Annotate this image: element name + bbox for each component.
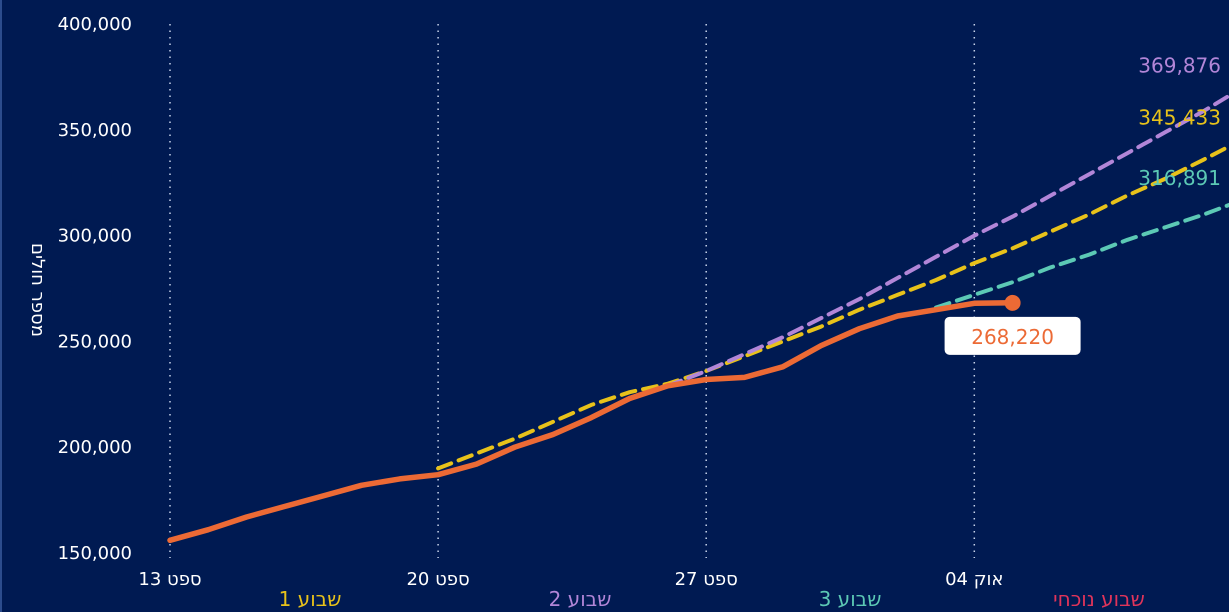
week-label: שבוע 2: [549, 587, 612, 611]
series-end-point: [1004, 294, 1021, 311]
y-tick-label: 250,000: [58, 331, 132, 352]
forecast-series-line: [665, 93, 1229, 388]
forecast-series-line: [934, 202, 1229, 310]
y-axis: 400,000 350,000 300,000 250,000 200,000 150,0…: [58, 14, 132, 564]
x-tick-label: 13 ספט: [138, 569, 201, 590]
series-layer: [167, 93, 1229, 544]
y-tick-label: 300,000: [58, 226, 132, 247]
x-axis: 13 ספט 20 ספט 27 ספט 04 אוק: [138, 569, 1003, 590]
actual-series-line: [167, 300, 1016, 544]
week-labels: שבוע 1 שבוע 2 שבוע 3 שבוע נוכחי: [279, 587, 1145, 611]
series-end-label: 345,433: [1138, 105, 1221, 129]
y-axis-title: מספר חולים: [27, 243, 48, 337]
week-label: שבוע נוכחי: [1053, 587, 1145, 611]
series-end-label: 369,876: [1138, 54, 1221, 78]
x-tick-label: 04 אוק: [945, 569, 1003, 590]
value-label-box: [944, 316, 1081, 355]
y-tick-label: 350,000: [58, 120, 132, 141]
y-tick-label: 150,000: [58, 543, 132, 564]
y-tick-label: 400,000: [58, 14, 132, 35]
end-labels: 345,433 369,876 316,891 268,220: [944, 54, 1221, 355]
forecast-series-line: [436, 144, 1229, 471]
grid-layer: [169, 24, 976, 558]
week-label: שבוע 1: [279, 587, 342, 611]
x-tick-label: 20 ספט: [406, 569, 469, 590]
week-label: שבוע 3: [819, 587, 882, 611]
series-end-label: 268,220: [971, 325, 1054, 349]
x-tick-label: 27 ספט: [675, 569, 738, 590]
series-end-label: 316,891: [1138, 166, 1221, 190]
y-tick-label: 200,000: [58, 437, 132, 458]
